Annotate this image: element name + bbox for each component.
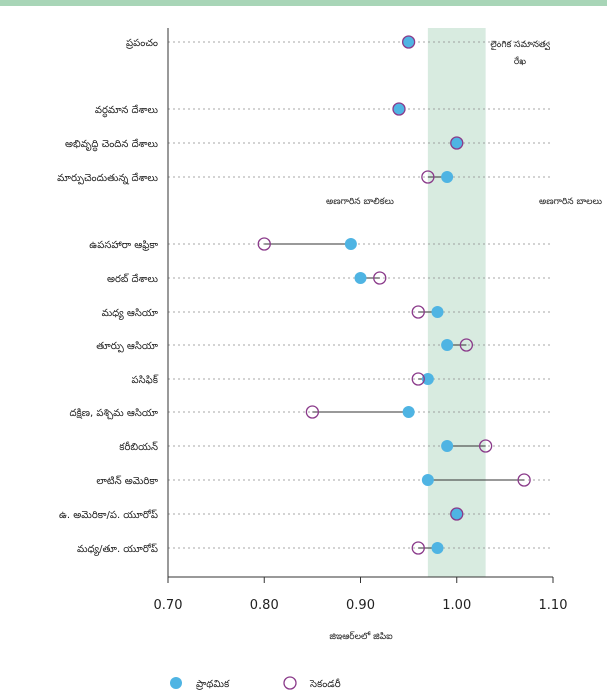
parity-band [427,28,486,577]
secondary-point [392,102,406,116]
secondary-point [450,136,464,150]
data-points [257,35,531,555]
legend: ప్రాథమిక సెకండరీ [170,676,341,690]
category-label: మధ్య/తూ. యూరోప్ [77,543,158,556]
category-label: ఉపసహారా ఆఫ్రికా [89,240,158,251]
secondary-point [517,473,531,487]
primary-point [441,339,454,351]
category-label: అభివృద్ధి చెందిన దేశాలు [65,138,159,152]
secondary-point [373,271,387,285]
primary-point [344,238,357,250]
category-label: తూర్పు ఆసియా [96,341,158,353]
primary-point [431,542,444,554]
primary-point [402,36,415,48]
primary-point [450,137,463,149]
legend-primary-marker [170,677,182,689]
annotation-left: అణగారిన బాలికలు [326,197,394,207]
category-label: ఉ. అమెరికా/ప. యూరోప్ [59,509,158,521]
primary-point [431,306,444,318]
secondary-point [421,170,435,184]
top-accent-bar [0,0,607,6]
secondary-point [305,405,320,419]
category-label: పసిఫిక్ [132,374,159,386]
x-axis-ticks: 0.70 0.80 0.90 1.00 1.10 [154,577,568,613]
primary-point [450,508,463,520]
legend-secondary-marker [283,676,297,690]
x-tick-label: 0.80 [250,598,279,613]
category-label: లాటిన్ అమెరికా [96,475,158,487]
category-label: కరీబియన్ [119,441,158,453]
category-label: మధ్య ఆసియా [102,308,158,320]
legend-primary-label: ప్రాథమిక [195,679,230,690]
legend-secondary-label: సెకండరీ [309,678,341,690]
primary-point [402,406,415,418]
secondary-point [401,35,416,49]
secondary-point [411,541,425,555]
category-label: దక్షిణ, పశ్చిమ ఆసియా [69,408,158,420]
primary-point [421,474,434,486]
x-tick-label: 0.70 [154,598,183,613]
category-label: అరబ్ దేశాలు [107,273,159,285]
x-axis-title: జిఇఆర్‌లలో జిపిఐ [329,630,393,642]
x-tick-label: 0.90 [346,598,375,613]
secondary-point [478,439,493,453]
secondary-point [411,305,425,319]
category-labels: ప్రపంచం వర్ధమాన దేశాలు అభివృద్ధి చెందిన దే… [57,38,159,556]
category-label: మార్పుచెందుతున్న దేశాలు [57,172,158,185]
primary-point [354,272,367,284]
parity-label-line2: రేఖ [514,56,526,67]
secondary-point [459,338,474,352]
primary-point [393,103,405,115]
category-label: ప్రపంచం [125,38,158,49]
secondary-point [257,237,271,251]
secondary-point [411,372,425,386]
guide-lines [168,41,553,549]
x-tick-label: 1.10 [539,598,568,613]
parity-label-line1: లైంగిక సమానత్వ [490,40,550,51]
x-tick-label: 1.00 [442,598,471,613]
annotation-right: అణగారిన బాలలు [539,197,602,207]
category-label: వర్ధమాన దేశాలు [95,104,159,118]
primary-point [441,171,454,183]
primary-point [421,373,434,385]
primary-point [441,440,454,452]
secondary-point [450,507,464,521]
